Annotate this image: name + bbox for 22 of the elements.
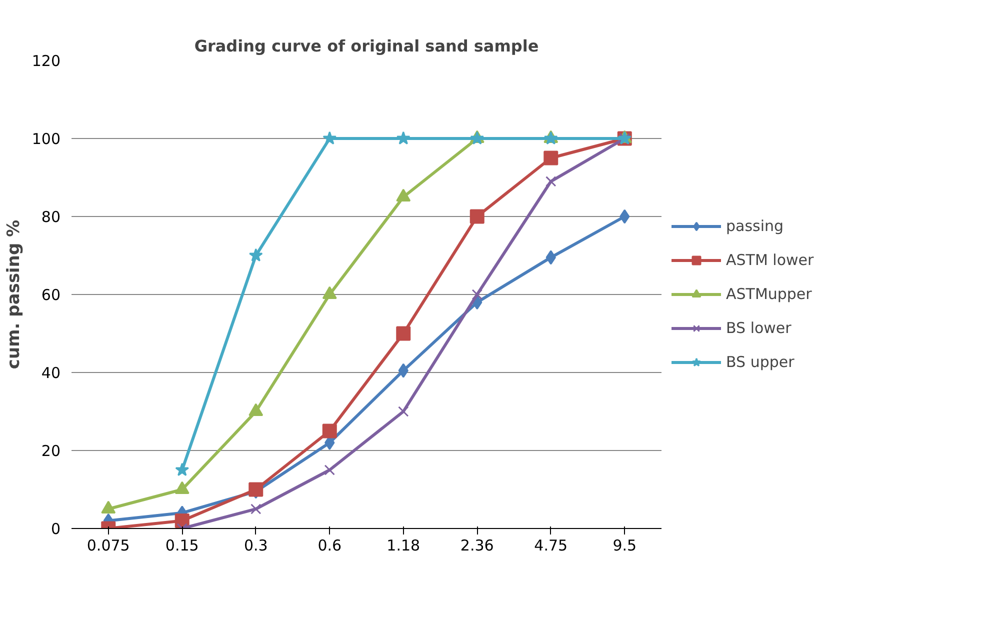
x-tick-label: 2.36 <box>460 536 494 554</box>
y-tick-label: 100 <box>32 130 61 148</box>
legend-label: ASTM lower <box>726 251 814 269</box>
chart-title: Grading curve of original sand sample <box>194 36 539 56</box>
y-tick-label: 60 <box>41 286 61 304</box>
legend-label: BS lower <box>726 319 792 337</box>
x-tick-label: 4.75 <box>534 536 568 554</box>
x-tick-label: 9.5 <box>612 536 637 554</box>
y-tick-label: 20 <box>41 442 61 460</box>
x-tick-label: 0.075 <box>86 536 130 554</box>
x-tick-label: 1.18 <box>386 536 420 554</box>
y-tick-label: 120 <box>32 52 61 70</box>
x-tick-label: 0.15 <box>165 536 199 554</box>
x-tick-label: 0.3 <box>244 536 268 554</box>
legend-label: BS upper <box>726 353 794 371</box>
y-tick-label: 40 <box>41 364 61 382</box>
legend-label: ASTMupper <box>726 285 812 303</box>
y-tick-label: 80 <box>41 208 61 226</box>
x-tick-label: 0.6 <box>318 536 342 554</box>
y-tick-label: 0 <box>50 520 61 538</box>
legend-label: passing <box>726 217 784 235</box>
y-axis-title: cum. passing % <box>4 220 24 370</box>
